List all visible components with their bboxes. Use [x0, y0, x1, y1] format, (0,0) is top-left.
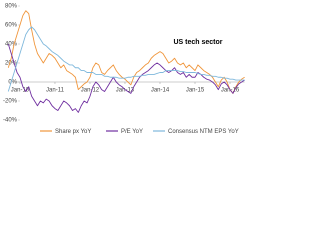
chart: US tech sector -40% -20% 0% 20% 40% 60% 80% Jan…	[3, 4, 245, 135]
y-tick-label: 20%	[5, 61, 18, 67]
y-tick-label: 60%	[5, 23, 18, 29]
legend-label: Share px YoY	[55, 129, 91, 135]
x-tick-label: Jan-13	[116, 88, 135, 94]
y-tick-label: -20%	[3, 99, 18, 105]
page: US tech sector -40% -20% 0% 20% 40% 60% 80% Jan…	[2, 3, 245, 136]
x-tick-label: Jan-11	[46, 88, 65, 94]
x-tick-label: Jan-14	[151, 88, 170, 94]
y-tick-label: 80%	[5, 4, 18, 10]
series-line	[7, 43, 245, 113]
y-tick-label: 40%	[5, 42, 18, 48]
legend-label: Consensus NTM EPS YoY	[168, 129, 239, 135]
y-tick-label: -40%	[3, 118, 18, 124]
x-tick-label: Jan-15	[186, 88, 205, 94]
x-tick-label: Jan-12	[81, 88, 100, 94]
annotation: US tech sector	[173, 39, 222, 46]
legend-label: P/E YoY	[121, 129, 143, 135]
series-line	[7, 26, 245, 92]
y-tick-label: 0%	[8, 80, 17, 86]
series-line	[7, 10, 245, 94]
x-tick-label: Jan-10	[11, 88, 30, 94]
